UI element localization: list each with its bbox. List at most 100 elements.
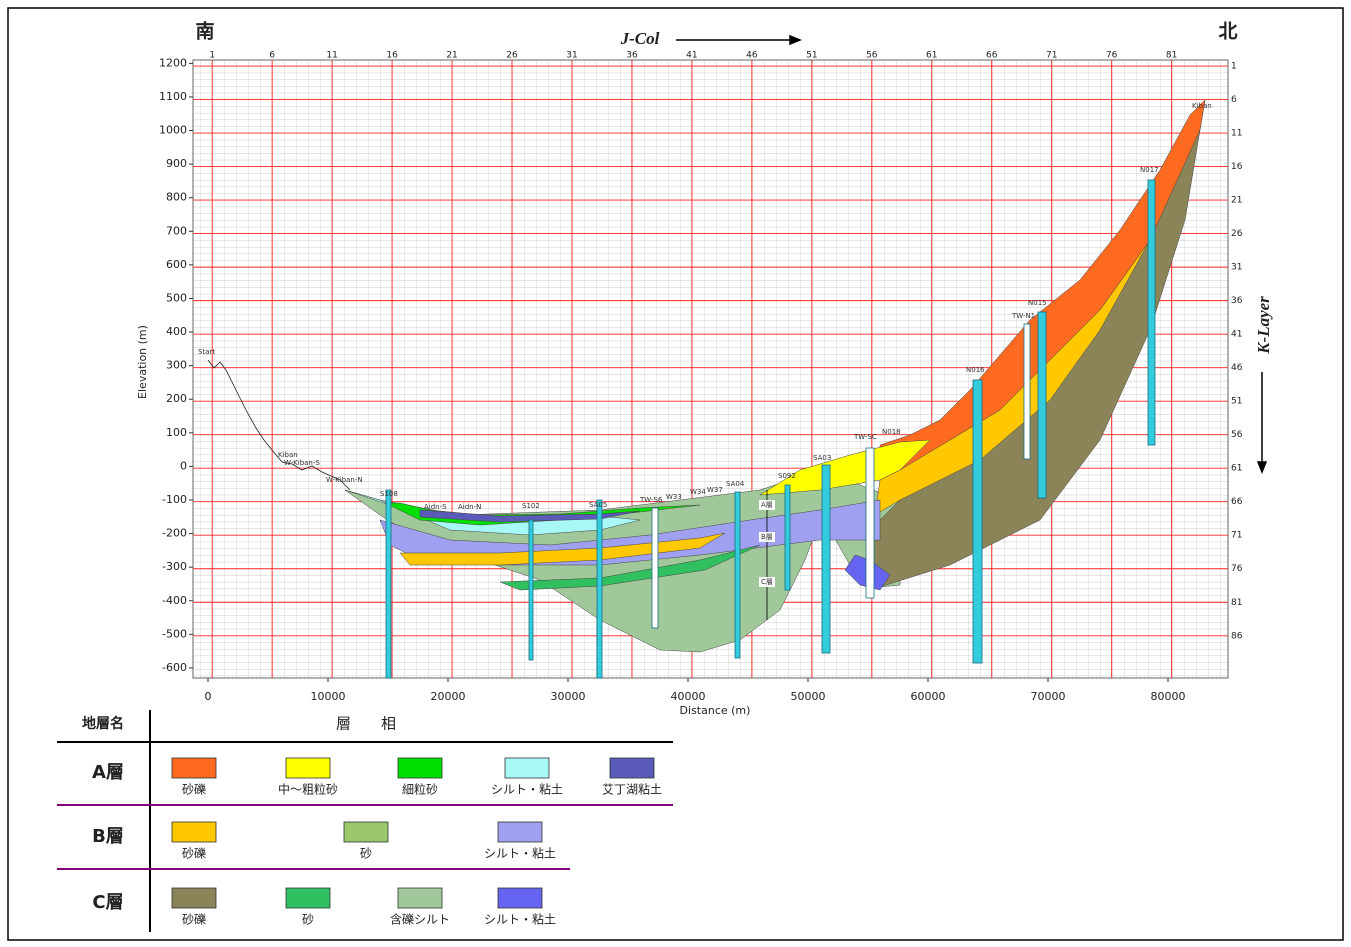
- y-tick-label: 100: [166, 426, 187, 439]
- y2-arrow: [1258, 372, 1266, 472]
- legend-swatch: [172, 758, 216, 778]
- borehole-label: Kiban: [1192, 102, 1212, 110]
- legend-label: 砂: [360, 847, 372, 861]
- borehole-label: TW-SC: [853, 433, 877, 441]
- borehole-label: N015: [1028, 299, 1047, 307]
- y-tick-label: -100: [162, 493, 187, 506]
- x-axis-title: Distance (m): [680, 704, 751, 717]
- borehole: [597, 500, 602, 678]
- legend-swatch: [398, 758, 442, 778]
- legend-label: 砂礫: [182, 782, 206, 797]
- y-axis-title: Elevation (m): [136, 325, 149, 399]
- y-tick-label: -600: [162, 661, 187, 674]
- legend-swatch: [498, 822, 542, 842]
- layer-name: B層: [92, 826, 124, 847]
- borehole-label: Aidn-S: [424, 503, 447, 511]
- x-tick-label: 70000: [1031, 690, 1066, 703]
- borehole-label: N017: [1140, 166, 1159, 174]
- legend-swatch: [398, 888, 442, 908]
- borehole-label: W33: [666, 493, 682, 501]
- y-tick-label: 400: [166, 325, 187, 338]
- x2-tick-label: 31: [566, 51, 577, 61]
- y2-axis-title: K-Layer: [1254, 296, 1273, 355]
- legend-label: シルト・粘土: [491, 782, 563, 797]
- legend-label: シルト・粘土: [484, 846, 556, 861]
- x-tick-label: 40000: [671, 690, 706, 703]
- legend-label: 中～粗粒砂: [278, 782, 338, 797]
- legend-table: 地層名 層 相: [57, 710, 673, 932]
- legend-label: 砂: [302, 913, 314, 927]
- legend-swatch: [172, 888, 216, 908]
- borehole-label: SA05: [589, 501, 607, 509]
- x2-tick-label: 81: [1166, 51, 1177, 61]
- legend-label: シルト・粘土: [484, 912, 556, 927]
- legend-swatch: [286, 888, 330, 908]
- borehole: [1024, 324, 1030, 459]
- borehole-label: Aidn-N: [458, 503, 481, 511]
- y-tick-label: -200: [162, 527, 187, 540]
- legend-label: 砂礫: [182, 846, 206, 861]
- borehole: [822, 465, 830, 653]
- legend-swatch: [505, 758, 549, 778]
- y2-tick-label: 31: [1231, 263, 1242, 273]
- x2-tick-label: 46: [746, 51, 758, 61]
- y-tick-label: 600: [166, 258, 187, 271]
- x-tick-label: 30000: [551, 690, 586, 703]
- y2-tick-label: 56: [1231, 430, 1243, 440]
- borehole-label: S102: [522, 502, 540, 510]
- borehole: [973, 380, 982, 663]
- y-tick-label: 500: [166, 291, 187, 304]
- y-tick-label: 0: [180, 459, 187, 472]
- borehole-label: S092: [778, 472, 796, 480]
- y2-tick-label: 1: [1231, 62, 1237, 72]
- borehole: [1038, 312, 1046, 498]
- y2-tick-label: 51: [1231, 397, 1242, 407]
- y2-tick-label: 36: [1231, 296, 1243, 306]
- y2-tick-label: 21: [1231, 196, 1242, 206]
- legend-swatch: [610, 758, 654, 778]
- x-tick-label: 50000: [791, 690, 826, 703]
- layer-name: A層: [92, 762, 124, 783]
- layer-name: C層: [92, 892, 123, 913]
- borehole-label: Kiban: [278, 451, 298, 459]
- x2-tick-label: 26: [506, 51, 518, 61]
- x2-tick-label: 16: [386, 51, 398, 61]
- x-tick-label: 60000: [911, 690, 946, 703]
- borehole-label: W-Kiban-S: [284, 459, 320, 467]
- page: Start Kiban W-Kiban-S W-Kiban-N S108 Aid…: [0, 0, 1351, 947]
- y-tick-label: -400: [162, 594, 187, 607]
- y2-tick-label: 81: [1231, 598, 1242, 608]
- borehole: [386, 490, 391, 678]
- x-tick-label: 0: [205, 690, 212, 703]
- legend-swatch: [286, 758, 330, 778]
- zone-label: A層: [761, 501, 773, 509]
- borehole: [735, 492, 740, 658]
- table-header: 地層名: [82, 715, 124, 732]
- y2-tick-label: 61: [1231, 464, 1242, 474]
- x2-tick-label: 41: [686, 51, 697, 61]
- y-tick-label: 1100: [159, 90, 187, 103]
- y2-tick-label: 11: [1231, 129, 1242, 139]
- y2-tick-label: 16: [1231, 162, 1243, 172]
- borehole-label: Start: [198, 348, 215, 356]
- borehole-label: W37: [707, 486, 723, 494]
- y2-tick-label: 66: [1231, 497, 1243, 507]
- borehole-label: S108: [380, 490, 398, 498]
- y-tick-label: 700: [166, 224, 187, 237]
- y-tick-label: 300: [166, 359, 187, 372]
- borehole-label: W-Kiban-N: [326, 476, 363, 484]
- x2-tick-label: 6: [269, 51, 275, 61]
- x2-tick-label: 11: [326, 51, 337, 61]
- borehole-label: N018: [882, 428, 901, 436]
- y2-tick-label: 41: [1231, 330, 1242, 340]
- x2-tick-label: 61: [926, 51, 937, 61]
- borehole: [785, 485, 790, 590]
- y2-tick-label: 71: [1231, 531, 1242, 541]
- zone-label: C層: [761, 578, 773, 586]
- borehole: [652, 508, 658, 628]
- y-tick-label: -500: [162, 627, 187, 640]
- x2-tick-label: 1: [209, 51, 215, 61]
- legend-swatch: [172, 822, 216, 842]
- x2-tick-label: 51: [806, 51, 817, 61]
- south-label: 南: [195, 21, 214, 43]
